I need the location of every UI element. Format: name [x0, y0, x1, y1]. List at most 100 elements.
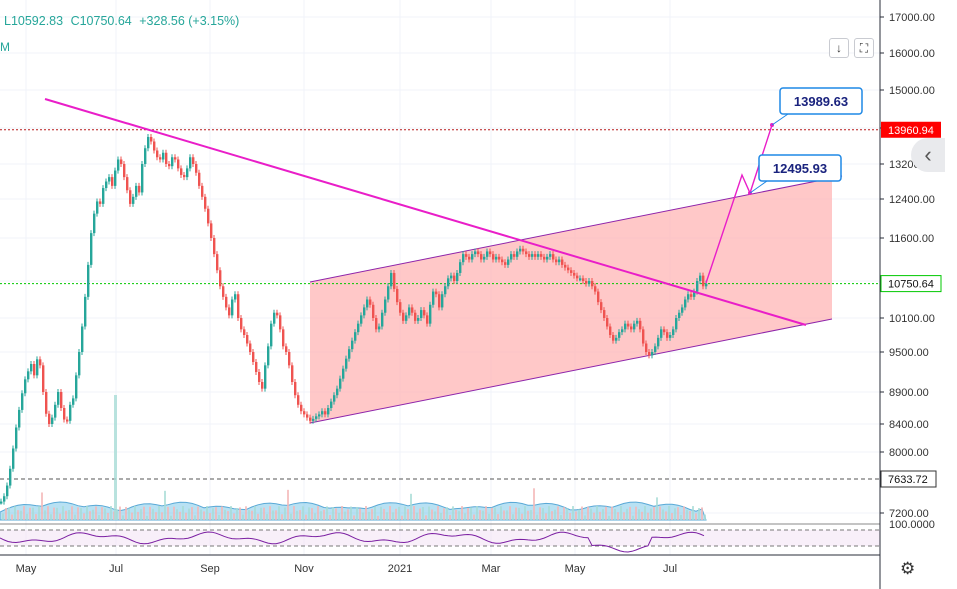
- download-icon[interactable]: ↓: [829, 38, 849, 58]
- candle: [72, 398, 75, 405]
- chevron-left-icon[interactable]: ‹: [911, 138, 945, 172]
- volume-bar: [494, 507, 496, 520]
- volume-bar: [197, 506, 199, 520]
- dashed-level-label-bg: [881, 471, 941, 487]
- candle: [66, 419, 69, 422]
- candle: [558, 259, 561, 263]
- candle: [438, 294, 441, 308]
- candle: [264, 365, 267, 389]
- candle: [609, 326, 612, 335]
- candle: [345, 358, 348, 369]
- volume-bar: [95, 506, 97, 520]
- volume-bar: [212, 508, 214, 520]
- candle: [201, 185, 204, 197]
- volume-bar: [608, 515, 610, 520]
- candle: [228, 307, 231, 316]
- candle: [696, 281, 699, 292]
- candle: [27, 371, 30, 380]
- callout-label: 13989.63: [794, 94, 848, 109]
- volume-bar: [110, 506, 112, 520]
- volume-bar: [242, 514, 244, 520]
- candle: [366, 299, 369, 308]
- volume-bar: [203, 511, 205, 520]
- volume-bar: [599, 511, 601, 520]
- volume-bar: [209, 513, 211, 520]
- candle: [216, 254, 219, 271]
- candle: [174, 157, 177, 160]
- candle: [399, 302, 402, 313]
- volume-bar: [446, 507, 448, 520]
- volume-bar: [467, 508, 469, 520]
- volume-bar: [374, 506, 376, 520]
- volume-bar: [143, 506, 145, 520]
- candle: [291, 365, 294, 382]
- volume-bar: [296, 510, 298, 520]
- volume-bar: [572, 506, 574, 520]
- volume-bar: [692, 506, 694, 520]
- volume-bar: [623, 512, 625, 520]
- channel-upper-line: [309, 175, 843, 283]
- candle: [666, 332, 669, 338]
- volume-bar: [215, 507, 217, 520]
- candle: [108, 177, 111, 182]
- volume-bar: [419, 508, 421, 520]
- channel-fill: [310, 178, 832, 423]
- volume-bar: [92, 509, 94, 520]
- volume-bar: [425, 515, 427, 520]
- candle: [240, 318, 243, 330]
- gear-icon[interactable]: ⚙: [900, 559, 916, 578]
- candle: [186, 168, 189, 178]
- volume-bar: [581, 506, 583, 520]
- volume-bar: [179, 511, 181, 520]
- candle: [282, 329, 285, 347]
- interval-label: M: [0, 40, 10, 54]
- candle: [405, 315, 408, 321]
- candle: [183, 174, 186, 178]
- volume-bar: [53, 507, 55, 520]
- candle: [309, 417, 312, 421]
- volume-bar: [134, 506, 136, 520]
- volume-bar: [371, 509, 373, 520]
- candle: [33, 364, 36, 376]
- candle: [159, 157, 162, 160]
- x-tick-label: Nov: [294, 563, 314, 575]
- volume-bar: [650, 508, 652, 520]
- candle: [168, 164, 171, 167]
- candle: [498, 256, 501, 260]
- fullscreen-icon[interactable]: ⛶: [854, 38, 874, 58]
- candle: [225, 296, 228, 308]
- volume-bar: [383, 508, 385, 520]
- volume-bar: [668, 506, 670, 520]
- volume-bar: [647, 512, 649, 520]
- candle: [12, 448, 15, 469]
- low-value: L10592.83: [4, 14, 64, 28]
- volume-bar: [545, 513, 547, 520]
- volume-bar: [311, 508, 313, 520]
- candle: [417, 318, 420, 321]
- volume-bar: [440, 513, 442, 520]
- candle: [57, 392, 60, 405]
- volume-bar: [293, 506, 295, 520]
- volume-bar: [686, 509, 688, 520]
- volume-bar: [302, 506, 304, 520]
- last-price-label: 10750.64: [888, 279, 934, 291]
- candle: [543, 256, 546, 260]
- volume-bar: [548, 506, 550, 520]
- volume-bar: [356, 506, 358, 520]
- volume-bar: [614, 508, 616, 520]
- volume-bar: [395, 508, 397, 520]
- candle: [210, 223, 213, 238]
- volume-bar: [176, 509, 178, 520]
- volume-bar: [218, 514, 220, 520]
- y-tick-label: 15000.00: [889, 85, 935, 97]
- candle: [576, 275, 579, 279]
- candle: [330, 401, 333, 408]
- candle: [690, 294, 693, 297]
- candle: [24, 379, 27, 394]
- candle: [261, 382, 264, 389]
- candle: [120, 159, 123, 164]
- volume-bar: [611, 506, 613, 520]
- candle: [600, 302, 603, 311]
- candle: [333, 395, 336, 402]
